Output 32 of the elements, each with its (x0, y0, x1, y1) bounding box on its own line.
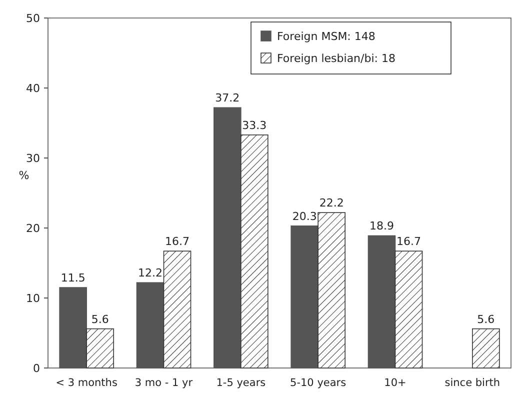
legend-label: Foreign lesbian/bi: 18 (277, 52, 396, 65)
bar (163, 250, 192, 368)
x-tick-label: since birth (444, 377, 500, 389)
bar (472, 328, 500, 368)
x-tick-label: 10+ (384, 377, 406, 389)
bar (394, 250, 423, 368)
y-tick-label: 0 (33, 362, 40, 375)
y-tick-label: 40 (26, 82, 40, 95)
y-axis-title: % (18, 169, 30, 182)
bar (240, 134, 268, 368)
data-label: 16.7 (165, 235, 190, 248)
data-label: 5.6 (477, 312, 495, 326)
data-label: 11.5 (60, 272, 86, 284)
y-tick-label: 20 (26, 222, 40, 235)
data-label: 5.6 (91, 312, 109, 326)
x-tick-label: 1-5 years (216, 377, 266, 389)
x-tick-label: 5-10 years (290, 377, 346, 389)
x-tick-label: 3 mo - 1 yr (134, 377, 194, 389)
y-tick-label: 50 (26, 12, 40, 25)
data-label: 16.7 (396, 235, 422, 248)
data-label: 12.2 (138, 266, 162, 280)
data-label: 20.3 (292, 210, 317, 223)
bar (318, 212, 346, 368)
y-tick-label: 10 (26, 292, 40, 305)
data-label: 33.3 (242, 118, 267, 132)
bar (86, 328, 114, 368)
legend-label: Foreign MSM: 148 (277, 30, 376, 43)
data-label: 22.2 (319, 196, 344, 210)
y-tick-label: 30 (26, 152, 40, 165)
data-label: 18.9 (369, 220, 394, 233)
x-tick-label: < 3 months (56, 377, 118, 389)
data-label: 37.2 (215, 92, 240, 105)
